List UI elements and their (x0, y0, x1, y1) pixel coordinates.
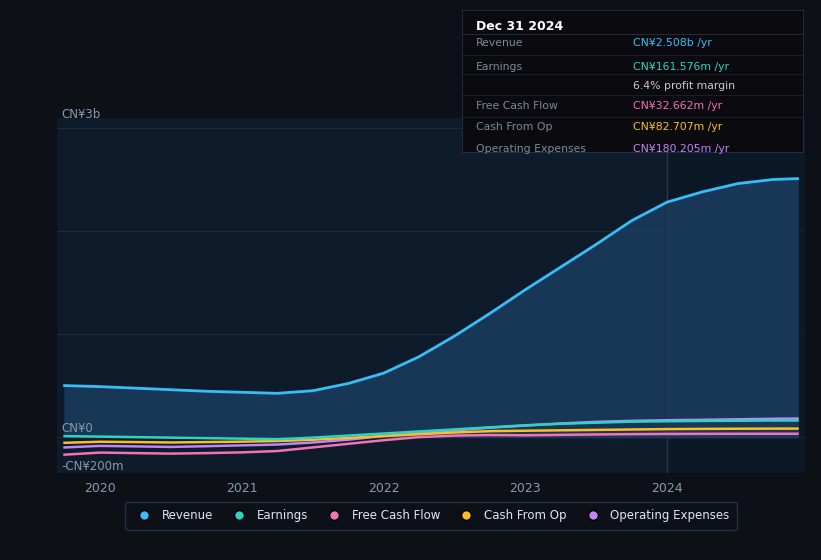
Text: CN¥161.576m /yr: CN¥161.576m /yr (632, 62, 728, 72)
Text: CN¥3b: CN¥3b (62, 108, 100, 121)
Text: Cash From Op: Cash From Op (476, 122, 553, 132)
Text: Free Cash Flow: Free Cash Flow (476, 101, 557, 111)
Text: Revenue: Revenue (476, 38, 523, 48)
Text: CN¥82.707m /yr: CN¥82.707m /yr (632, 122, 722, 132)
Text: CN¥0: CN¥0 (62, 422, 93, 435)
Text: CN¥180.205m /yr: CN¥180.205m /yr (632, 144, 729, 154)
Text: Operating Expenses: Operating Expenses (476, 144, 586, 154)
Text: CN¥2.508b /yr: CN¥2.508b /yr (632, 38, 711, 48)
Text: CN¥32.662m /yr: CN¥32.662m /yr (632, 101, 722, 111)
Text: Dec 31 2024: Dec 31 2024 (476, 20, 563, 32)
Text: -CN¥200m: -CN¥200m (62, 460, 124, 473)
Bar (667, 118, 821, 473)
Text: 6.4% profit margin: 6.4% profit margin (632, 81, 735, 91)
Text: Earnings: Earnings (476, 62, 523, 72)
Legend: Revenue, Earnings, Free Cash Flow, Cash From Op, Operating Expenses: Revenue, Earnings, Free Cash Flow, Cash … (126, 502, 736, 530)
